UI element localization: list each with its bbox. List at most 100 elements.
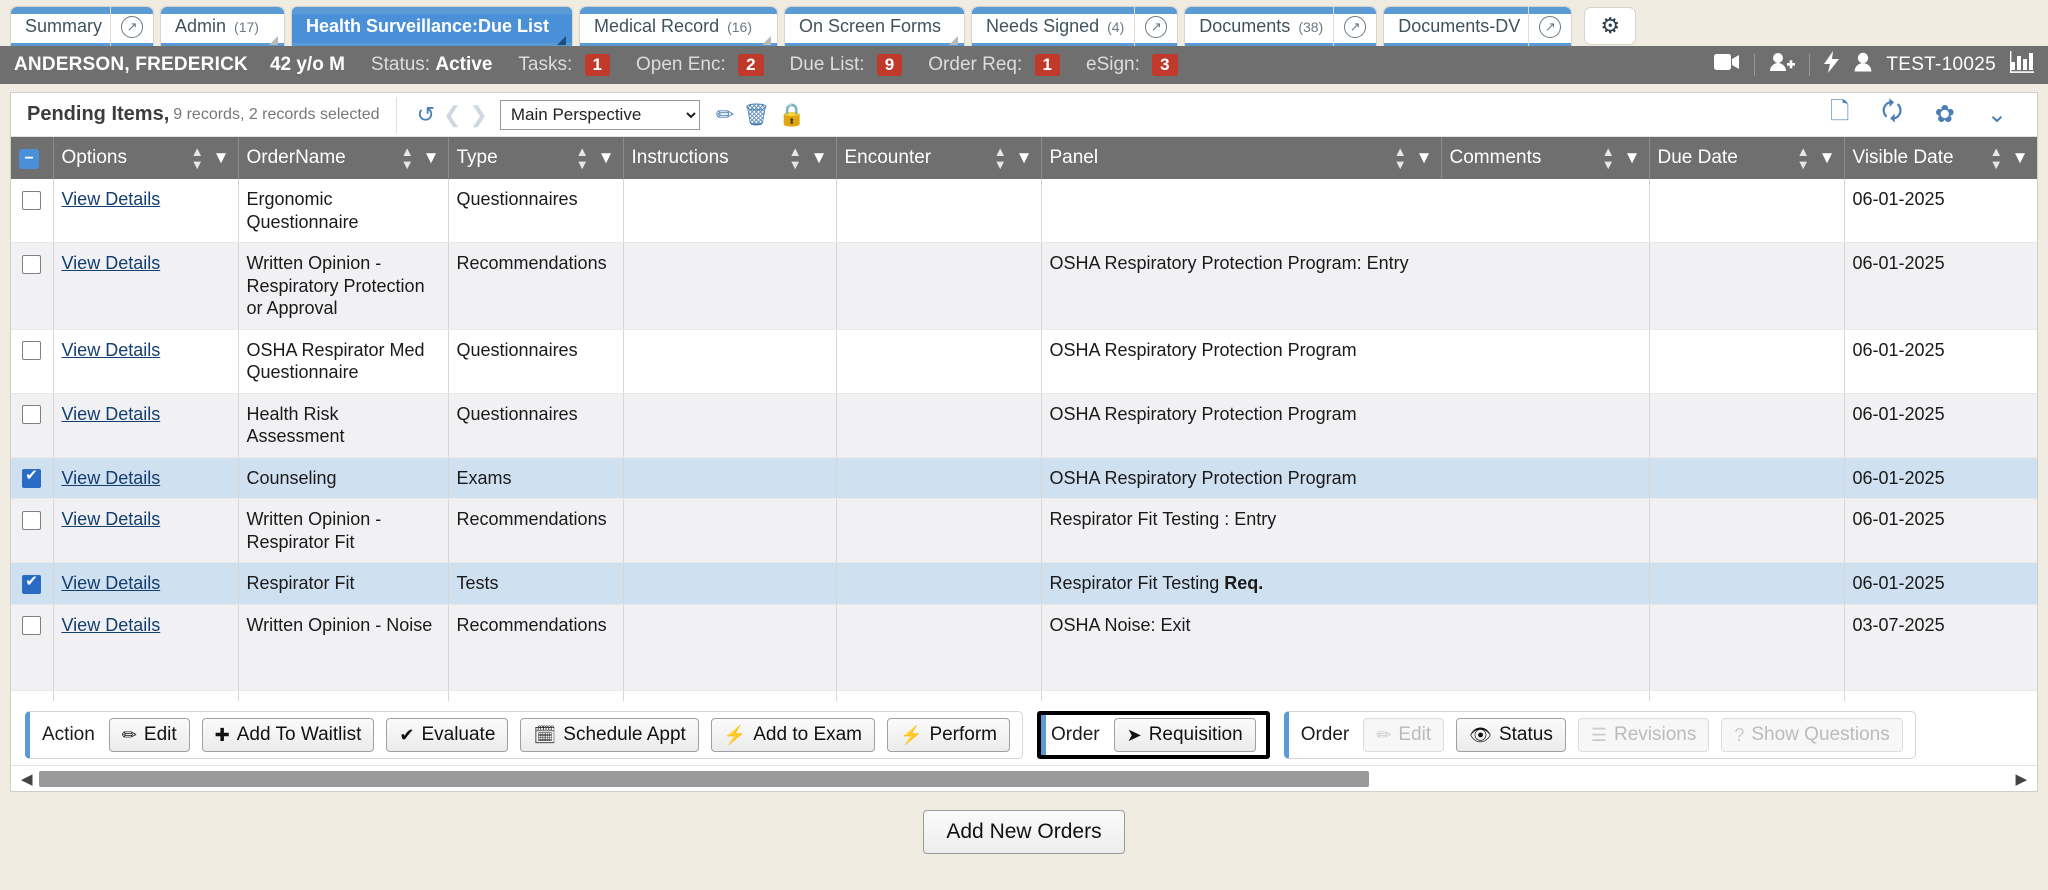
tab-health-surveillance-due-list[interactable]: Health Surveillance:Due List <box>290 6 574 46</box>
perspective-select[interactable]: Main Perspective <box>499 99 700 130</box>
row-checkbox[interactable] <box>22 573 42 594</box>
table-row[interactable]: View Details Written Opinion - Respirator… <box>11 242 2037 330</box>
requisition-button[interactable]: ➤ Requisition <box>1113 718 1256 752</box>
row-select-cell[interactable] <box>11 498 54 563</box>
tab-on-screen-forms[interactable]: On Screen Forms <box>784 6 966 46</box>
filter-icon[interactable]: ▼ <box>597 148 615 167</box>
filter-icon[interactable]: ▼ <box>212 148 230 167</box>
sort-icon[interactable]: ▲ ▼ <box>1601 144 1615 172</box>
tab-admin[interactable]: Admin (17) <box>160 6 285 46</box>
tab-dropdown-corner-icon[interactable] <box>762 36 771 45</box>
tasks-indicator[interactable]: Tasks: 1 <box>518 54 610 76</box>
options-cell[interactable]: View Details <box>53 393 239 458</box>
column-header-due-date[interactable]: Due Date ▲ ▼ ▼ <box>1649 137 1845 179</box>
sort-icon[interactable]: ▲ ▼ <box>993 144 1007 172</box>
table-row[interactable]: View Details Written Opinion - Respirator… <box>11 498 2037 563</box>
options-cell[interactable]: View Details <box>53 690 239 701</box>
sort-icon[interactable]: ▲ ▼ <box>1393 144 1407 172</box>
edit-perspective-icon[interactable]: ✏ <box>715 101 735 127</box>
order-req-indicator[interactable]: Order Req: 1 <box>928 54 1060 76</box>
filter-icon[interactable]: ▼ <box>1818 148 1836 167</box>
esign-indicator[interactable]: eSign: 3 <box>1086 54 1178 76</box>
view-details-link[interactable]: View Details <box>61 614 161 635</box>
tab-documents-dv[interactable]: Documents-DV ↗ <box>1383 6 1573 46</box>
row-select-cell[interactable] <box>11 329 54 394</box>
row-select-cell[interactable] <box>11 690 54 701</box>
sort-icon[interactable]: ▲ ▼ <box>788 144 802 172</box>
filter-icon[interactable]: ▼ <box>810 148 828 167</box>
tabs-settings-gear-icon[interactable]: ⚙ <box>1584 7 1637 45</box>
options-cell[interactable]: View Details <box>53 242 239 330</box>
row-checkbox[interactable] <box>22 510 42 530</box>
video-camera-icon[interactable] <box>1714 53 1740 77</box>
delete-perspective-icon[interactable]: 🗑 <box>742 101 771 127</box>
row-select-cell[interactable] <box>11 457 54 499</box>
column-header-panel[interactable]: Panel ▲ ▼ ▼ <box>1041 137 1442 179</box>
row-select-cell[interactable] <box>11 242 54 330</box>
open-in-new-window-icon[interactable]: ↗ <box>1333 7 1376 46</box>
sort-icon[interactable]: ▲ ▼ <box>400 144 414 172</box>
tab-summary[interactable]: Summary ↗ <box>10 6 155 46</box>
lock-perspective-icon[interactable]: 🔒 <box>778 101 806 127</box>
bar-chart-icon[interactable] <box>2010 51 2034 79</box>
sort-icon[interactable]: ▲ ▼ <box>190 144 204 172</box>
schedule-appt-button[interactable]: 🗓 Schedule Appt <box>520 718 699 752</box>
row-checkbox[interactable] <box>22 190 42 210</box>
view-details-link[interactable]: View Details <box>61 509 161 529</box>
refresh-undo-icon[interactable]: ↺ <box>416 101 436 127</box>
options-cell[interactable]: View Details <box>53 604 239 691</box>
view-details-link[interactable]: View Details <box>61 403 161 424</box>
options-cell[interactable]: View Details <box>53 329 239 394</box>
open-enc-indicator[interactable]: Open Enc: 2 <box>636 54 764 76</box>
add-user-icon[interactable] <box>1769 52 1796 78</box>
scroll-left-arrow[interactable]: ◀ <box>21 770 33 788</box>
row-select-cell[interactable] <box>11 562 54 605</box>
add-new-orders-button[interactable]: Add New Orders <box>923 810 1125 854</box>
edit-button[interactable]: ✏ Edit <box>108 718 190 752</box>
column-header-ordername[interactable]: OrderName ▲ ▼ ▼ <box>238 137 449 179</box>
tab-dropdown-corner-icon[interactable] <box>268 36 278 45</box>
deselect-all-icon[interactable]: − <box>19 149 39 169</box>
new-document-icon[interactable]: 🗋 <box>1830 98 1850 125</box>
tab-documents[interactable]: Documents (38) ↗ <box>1184 6 1378 46</box>
view-details-link[interactable]: View Details <box>61 189 161 209</box>
tab-dropdown-corner-icon[interactable] <box>949 36 959 45</box>
row-checkbox[interactable] <box>22 467 42 489</box>
view-details-link[interactable]: View Details <box>61 467 161 488</box>
row-checkbox[interactable] <box>22 254 42 274</box>
filter-icon[interactable]: ▼ <box>1015 148 1033 167</box>
options-cell[interactable]: View Details <box>53 498 239 563</box>
table-row[interactable]: View Details OSHA Respirator Med Question… <box>11 329 2037 394</box>
options-cell[interactable]: View Details <box>53 179 239 243</box>
filter-icon[interactable]: ▼ <box>1415 148 1433 167</box>
evaluate-button[interactable]: ✔ Evaluate <box>386 718 509 752</box>
column-header-encounter[interactable]: Encounter ▲ ▼ ▼ <box>836 137 1042 179</box>
scrollbar-thumb[interactable] <box>38 770 1369 787</box>
horizontal-scrollbar[interactable]: ◀ ▶ <box>11 765 2037 791</box>
gear-icon[interactable]: ✿ <box>1934 101 1955 128</box>
view-details-link[interactable]: View Details <box>61 339 161 360</box>
scroll-right-arrow[interactable]: ▶ <box>2015 770 2027 788</box>
next-page-icon[interactable]: ❯ <box>469 101 488 127</box>
table-row[interactable]: View Details Written Opinion - Noise Recom… <box>11 604 2037 691</box>
select-all-header[interactable]: − <box>11 137 54 179</box>
column-header-comments[interactable]: Comments ▲ ▼ ▼ <box>1441 137 1650 179</box>
sort-icon[interactable]: ▲ ▼ <box>1796 144 1810 172</box>
lightning-bolt-icon[interactable] <box>1824 51 1840 79</box>
perform-button[interactable]: ⚡ Perform <box>887 718 1011 752</box>
row-select-cell[interactable] <box>11 604 54 691</box>
table-row[interactable]: View Details Health Risk Assessment Questi… <box>11 393 2037 458</box>
tab-needs-signed[interactable]: Needs Signed (4) ↗ <box>971 6 1179 46</box>
row-checkbox[interactable] <box>22 341 42 361</box>
open-in-new-window-icon[interactable]: ↗ <box>1134 7 1177 46</box>
filter-icon[interactable]: ▼ <box>2011 148 2029 167</box>
sort-icon[interactable]: ▲ ▼ <box>575 144 589 172</box>
options-cell[interactable]: View Details <box>53 562 239 605</box>
previous-page-icon[interactable]: ❮ <box>443 101 462 127</box>
view-details-link[interactable]: View Details <box>61 253 161 273</box>
add-to-waitlist-button[interactable]: ✚ Add To Waitlist <box>201 718 375 752</box>
scrollbar-track[interactable] <box>38 770 2010 787</box>
table-row[interactable]: View Details Ergonomic Questionnaire Quest… <box>11 179 2037 243</box>
